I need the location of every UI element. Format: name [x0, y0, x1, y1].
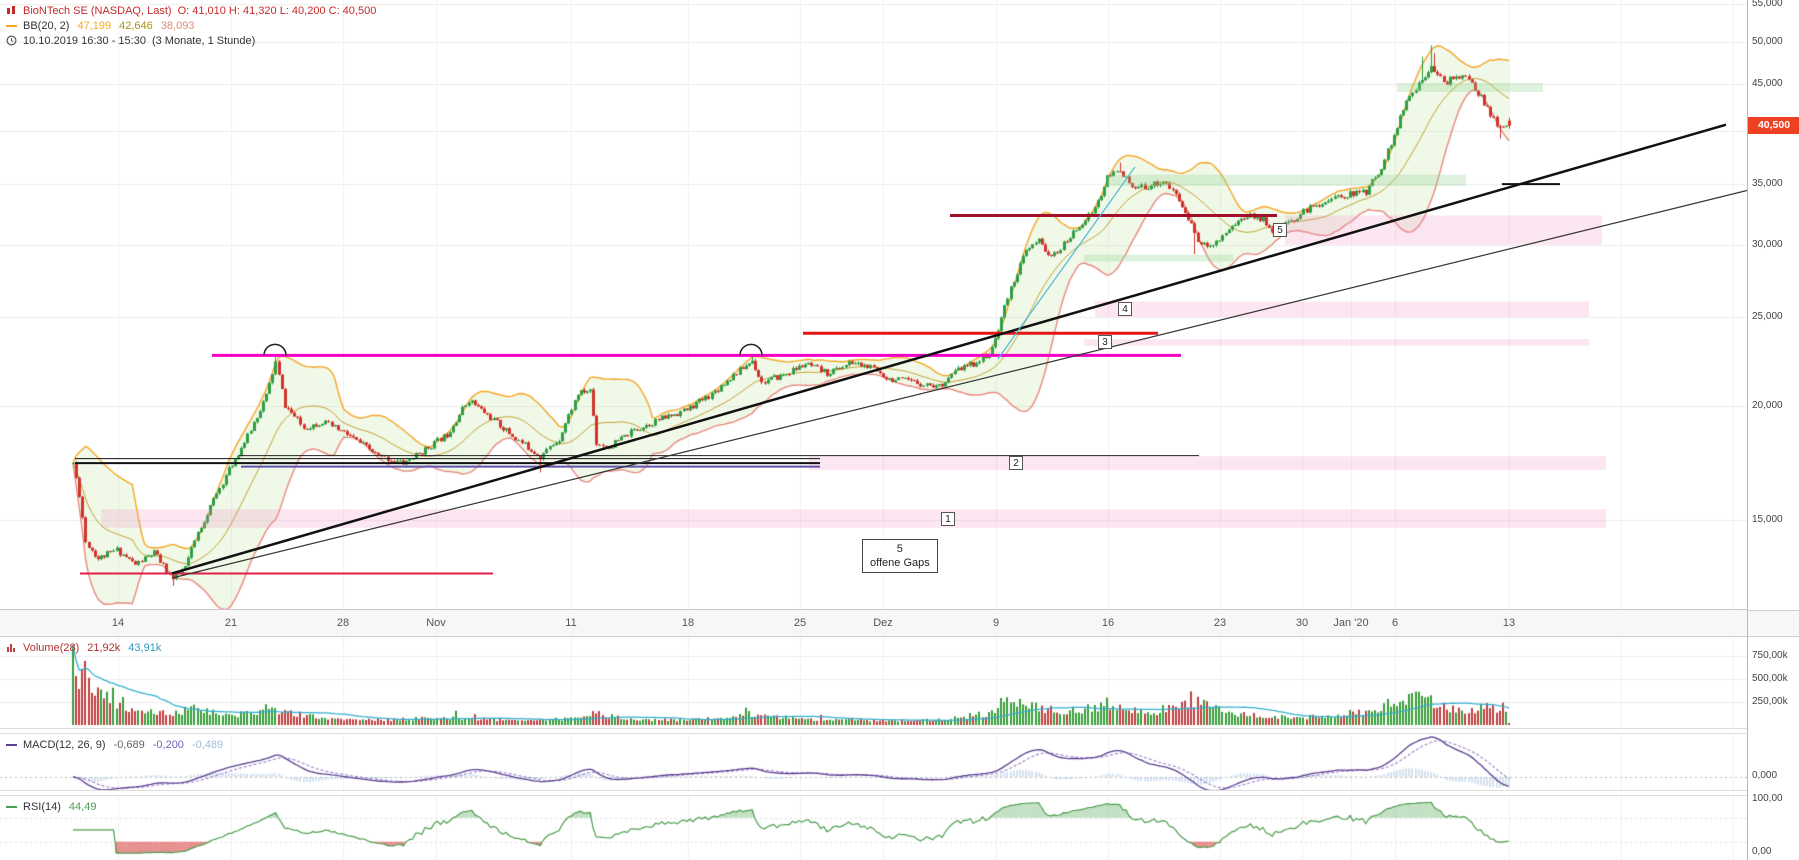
time-axis[interactable]: 14 21 28 Nov 11 18 25 Dez 9 16 23 30 Jan '20 6 13: [0, 610, 1747, 637]
rsi-value: 44,49: [68, 800, 97, 813]
timeframe-label: (3 Monate, 1 Stunde): [151, 34, 256, 47]
open-gaps-text: offene Gaps: [870, 557, 930, 569]
gap-zone-2[interactable]: [809, 456, 1606, 471]
gap-zone-4[interactable]: [1095, 301, 1589, 318]
time-tick: 25: [793, 617, 807, 629]
time-tick: Jan '20: [1333, 617, 1369, 629]
axis-tick: 15,000: [1752, 513, 1783, 525]
trendline-minor[interactable]: [171, 189, 1747, 579]
bb-lower-value: 38,093: [160, 19, 195, 32]
axis-tick: 500,00k: [1752, 673, 1788, 684]
axis-tick: 20,000: [1752, 399, 1783, 411]
gap-zone-3[interactable]: [1084, 339, 1589, 346]
candlestick-icon: [7, 6, 15, 14]
axis-tick: 750,00k: [1752, 650, 1788, 661]
volume-chart-canvas[interactable]: [0, 637, 1747, 728]
time-tick: Dez: [873, 617, 893, 629]
macd-value-1: -0,689: [113, 738, 145, 751]
rsi-legend: RSI(14) 44,49: [6, 799, 96, 814]
green-zone-1[interactable]: [1107, 174, 1466, 186]
series-legend-row[interactable]: BioNTech SE (NASDAQ, Last) O: 41,010 H: …: [6, 3, 376, 18]
time-tick: 18: [681, 617, 695, 629]
bb-upper-value: 47,199: [77, 19, 112, 32]
macd-value-3: -0,489: [191, 738, 224, 751]
time-tick: 16: [1101, 617, 1115, 629]
time-tick: 6: [1391, 617, 1399, 629]
volume-bars-icon: [7, 644, 15, 652]
open-gaps-note[interactable]: 5 offene Gaps: [862, 539, 938, 573]
series-ohlc-values: O: 41,010 H: 41,320 L: 40,200 C: 40,500: [177, 4, 377, 17]
green-zone-2[interactable]: [1397, 83, 1543, 92]
macd-icon: [6, 743, 17, 746]
gap-label-5[interactable]: 5: [1273, 223, 1287, 238]
axis-tick: 100,00: [1752, 793, 1783, 804]
time-tick: 9: [992, 617, 1000, 629]
volume-legend-row[interactable]: Volume(28) 21,92k 43,91k: [6, 640, 161, 655]
gap-label-3[interactable]: 3: [1098, 335, 1112, 350]
macd-value-2: -0,200: [152, 738, 184, 751]
time-tick: 28: [336, 617, 350, 629]
rsi-pane: RSI(14) 44,49: [0, 795, 1747, 860]
price-legend: BioNTech SE (NASDAQ, Last) O: 41,010 H: …: [6, 3, 376, 48]
bb-label: BB(20, 2): [23, 19, 70, 32]
price-pane: BioNTech SE (NASDAQ, Last) O: 41,010 H: …: [0, 0, 1747, 610]
time-tick: 14: [111, 617, 125, 629]
gap-label-1[interactable]: 1: [941, 511, 955, 526]
time-tick: 11: [565, 617, 577, 629]
last-price-tag: 40,500: [1748, 117, 1799, 135]
time-tick: 13: [1502, 617, 1516, 629]
gap-label-2[interactable]: 2: [1009, 456, 1023, 471]
rsi-label: RSI(14): [23, 800, 61, 813]
volume-legend: Volume(28) 21,92k 43,91k: [6, 640, 161, 655]
rsi-chart-canvas[interactable]: [0, 796, 1747, 860]
axis-tick: 50,000: [1752, 36, 1783, 48]
volume-last-value: 21,92k: [87, 641, 121, 654]
macd-chart-canvas[interactable]: [0, 734, 1747, 790]
arc-marker-1[interactable]: [263, 343, 287, 356]
last-price-value: 40,500: [1757, 119, 1791, 132]
session-range: 10.10.2019 16:30 - 15:30: [23, 34, 146, 47]
series-title: BioNTech SE (NASDAQ, Last): [23, 4, 172, 17]
macd-legend: MACD(12, 26, 9) -0,689 -0,200 -0,489: [6, 737, 223, 752]
gap-zone-5[interactable]: [1285, 215, 1602, 245]
rsi-legend-row[interactable]: RSI(14) 44,49: [6, 799, 96, 814]
time-tick: 30: [1295, 617, 1309, 629]
timeframe-legend-row[interactable]: 10.10.2019 16:30 - 15:30 (3 Monate, 1 St…: [6, 33, 376, 48]
bb-icon: [6, 24, 17, 27]
rsi-icon: [6, 805, 17, 808]
axis-tick: 30,000: [1752, 238, 1783, 250]
axis-tick: 35,000: [1752, 177, 1783, 189]
green-zone-3[interactable]: [1084, 254, 1233, 262]
axis-corner: [1748, 610, 1799, 637]
axis-tick: 55,000: [1752, 0, 1783, 10]
clock-icon: [6, 35, 17, 46]
price-chart-canvas[interactable]: [0, 0, 1747, 609]
axis-tick: 250,00k: [1752, 696, 1788, 707]
macd-label: MACD(12, 26, 9): [23, 738, 106, 751]
bb-legend-row[interactable]: BB(20, 2) 47,199 42,646 38,093: [6, 18, 376, 33]
axis-tick: 0,00: [1752, 846, 1772, 857]
volume-pane: Volume(28) 21,92k 43,91k: [0, 637, 1747, 729]
bb-middle-value: 42,646: [119, 19, 153, 32]
gap-label-4[interactable]: 4: [1118, 302, 1132, 317]
arc-marker-2[interactable]: [739, 343, 763, 356]
trendline-major[interactable]: [171, 123, 1727, 575]
volume-ma-value: 43,91k: [128, 641, 162, 654]
gap-zone-1[interactable]: [101, 509, 1606, 528]
time-tick: 23: [1213, 617, 1227, 629]
axis-tick: 25,000: [1752, 311, 1783, 323]
time-tick: 21: [224, 617, 238, 629]
volume-label: Volume(28): [23, 641, 80, 654]
open-gaps-count: 5: [896, 543, 903, 555]
macd-legend-row[interactable]: MACD(12, 26, 9) -0,689 -0,200 -0,489: [6, 737, 223, 752]
price-axis[interactable]: 40,500 55,000 50,000 45,000 35,000 30,000 25,…: [1747, 0, 1799, 860]
macd-pane: MACD(12, 26, 9) -0,689 -0,200 -0,489: [0, 733, 1747, 791]
axis-tick: 0,000: [1752, 770, 1778, 781]
axis-tick: 45,000: [1752, 77, 1783, 89]
time-tick: Nov: [426, 617, 446, 629]
price-annotations-overlay: [75, 83, 1747, 579]
trendline-teal[interactable]: [997, 166, 1136, 360]
